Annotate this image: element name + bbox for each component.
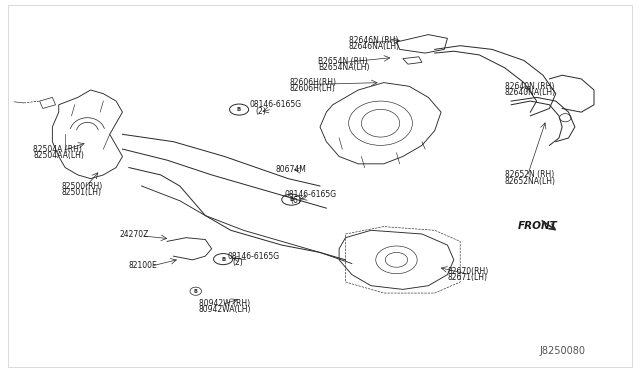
- Text: 80674M: 80674M: [275, 165, 307, 174]
- Text: 08146-6165G: 08146-6165G: [250, 100, 302, 109]
- Text: 82504AA(LH): 82504AA(LH): [33, 151, 84, 160]
- Text: 82640NA(LH): 82640NA(LH): [505, 88, 556, 97]
- Text: (2): (2): [255, 106, 266, 116]
- Text: B: B: [221, 257, 225, 262]
- Text: 82646N (RH): 82646N (RH): [349, 36, 398, 45]
- Text: 24270Z: 24270Z: [119, 230, 148, 239]
- Text: 82504A (RH): 82504A (RH): [33, 145, 82, 154]
- Text: 82500(RH): 82500(RH): [62, 182, 103, 190]
- Text: 80942W (RH): 80942W (RH): [199, 299, 250, 308]
- Text: (2): (2): [233, 258, 243, 267]
- Text: 82646NA(LH): 82646NA(LH): [349, 42, 400, 51]
- Text: 08146-6165G: 08146-6165G: [228, 251, 280, 261]
- Text: 08146-6165G: 08146-6165G: [285, 190, 337, 199]
- Text: 80942WA(LH): 80942WA(LH): [199, 305, 252, 314]
- Text: 82100E: 82100E: [129, 261, 157, 270]
- Text: 82652NA(LH): 82652NA(LH): [505, 177, 556, 186]
- Text: 82640N (RH): 82640N (RH): [505, 82, 554, 91]
- Text: 82501(LH): 82501(LH): [62, 188, 102, 197]
- Text: 82652N (RH): 82652N (RH): [505, 170, 554, 179]
- Text: B: B: [237, 107, 241, 112]
- Text: (6): (6): [290, 196, 301, 205]
- Text: 82671(LH): 82671(LH): [447, 273, 488, 282]
- Text: B2654N (RH): B2654N (RH): [318, 57, 368, 66]
- Text: B2654NA(LH): B2654NA(LH): [318, 63, 369, 72]
- Text: 82606H(RH): 82606H(RH): [289, 78, 337, 87]
- Text: FRONT: FRONT: [518, 221, 557, 231]
- Text: B: B: [194, 289, 198, 294]
- Text: 82670(RH): 82670(RH): [447, 267, 489, 276]
- Text: B: B: [289, 197, 294, 202]
- Text: J8250080: J8250080: [539, 346, 585, 356]
- Text: 82606H(LH): 82606H(LH): [289, 84, 335, 93]
